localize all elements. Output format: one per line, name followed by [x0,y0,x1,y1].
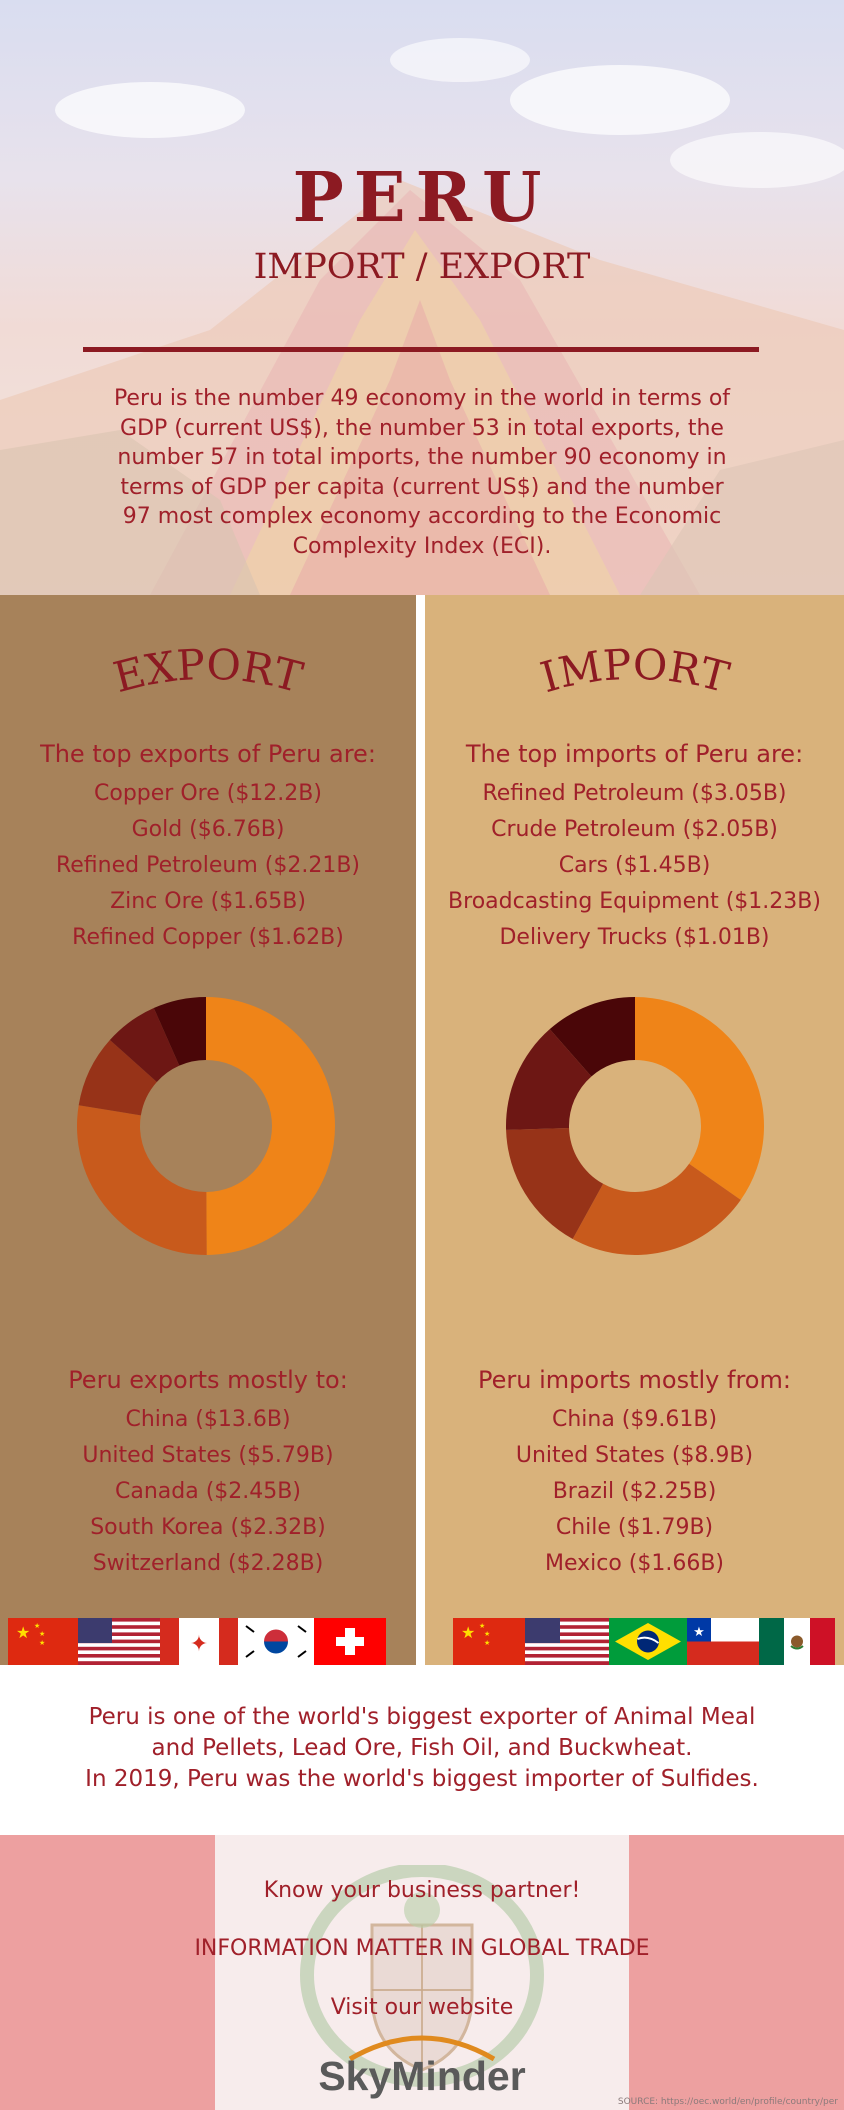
china-flag: ★ ★ ★ ★ [8,1618,78,1665]
list-item: China ($13.6B) [125,1407,291,1432]
summary-line: Peru is one of the world's biggest expor… [88,1704,756,1730]
flag-band-right [629,1835,844,2110]
donut-slice-gold [76,1105,207,1255]
svg-text:✦: ✦ [190,1632,208,1657]
mountain-background [0,38,844,595]
export-column: EXPORT The top exports of Peru are: Copp… [0,595,416,1665]
donut-slice-copper-ore [206,997,335,1255]
import-column: IMPORT The top imports of Peru are: Refi… [425,595,844,1665]
south-korea-flag [238,1618,314,1665]
china-flag: ★ ★ ★ ★ [453,1618,525,1665]
column-divider [416,595,425,1665]
brazil-flag [609,1618,687,1665]
donut-slice-refined-petroleum [635,997,764,1200]
svg-text:IMPORT: IMPORT [535,640,734,703]
list-item: Brazil ($2.25B) [552,1479,717,1504]
top-exports-heading: The top exports of Peru are: [40,740,376,768]
list-item: Broadcasting Equipment ($1.23B) [448,889,821,914]
website-link[interactable]: Visit our website [330,1995,514,2020]
list-item: Copper Ore ($12.2B) [94,781,322,806]
donut-slice-zinc-ore [109,1008,180,1082]
list-item: Mexico ($1.66B) [544,1551,725,1576]
donut-slice-broadcasting-equipment [506,1029,592,1130]
chile-flag: ★ [687,1618,759,1665]
list-item: Refined Copper ($1.62B) [72,925,344,950]
svg-text:★: ★ [484,1630,490,1638]
donut-slice-delivery-trucks [549,997,635,1077]
list-item: Delivery Trucks ($1.01B) [499,925,770,950]
list-item: Refined Petroleum ($2.21B) [55,853,361,878]
svg-text:EXPORT: EXPORT [109,640,308,703]
footer-tagline: Know your business partner! [263,1878,581,1903]
donut-slice-crude-petroleum [572,1163,741,1255]
donut-slice-refined-petroleum [78,1039,157,1116]
export-destinations-heading: Peru exports mostly to: [68,1366,348,1394]
list-item: Chile ($1.79B) [555,1515,714,1540]
import-title: IMPORT [535,640,734,703]
switzerland-flag [314,1618,386,1665]
united-states-flag [525,1618,609,1665]
list-item: Crude Petroleum ($2.05B) [491,817,778,842]
list-item: Zinc Ore ($1.65B) [110,889,306,914]
svg-text:★: ★ [16,1623,30,1642]
list-item: United States ($8.9B) [515,1443,754,1468]
export-donut-chart [76,997,335,1255]
svg-text:★: ★ [461,1623,475,1642]
coat-of-arms-emblem [300,1865,544,2087]
summary-line: In 2019, Peru was the world's biggest im… [85,1766,759,1792]
list-item: Switzerland ($2.28B) [92,1551,324,1576]
summary-line: and Pellets, Lead Ore, Fish Oil, and Buc… [151,1735,693,1761]
list-item: Gold ($6.76B) [131,817,285,842]
list-item: United States ($5.79B) [82,1443,334,1468]
top-imports-heading: The top imports of Peru are: [465,740,804,768]
list-item: Cars ($1.45B) [558,853,711,878]
footer-section: Know your business partner! INFORMATION … [0,1835,844,2110]
import-sources-list: China ($9.61B) United States ($8.9B) Bra… [425,1402,844,1582]
export-flags: ★ ★ ★ ★ ✦ [8,1618,386,1665]
svg-text:★: ★ [34,1622,40,1630]
summary-section: Peru is one of the world's biggest expor… [0,1665,844,1835]
donut-slice-cars [506,1128,604,1239]
footer-headline: INFORMATION MATTER IN GLOBAL TRADE [194,1936,650,1961]
united-states-flag [78,1618,160,1665]
top-exports-list: Copper Ore ($12.2B) Gold ($6.76B) Refine… [0,776,416,956]
import-flags: ★ ★ ★ ★ ★ [453,1618,835,1665]
svg-text:★: ★ [39,1630,45,1638]
export-destinations-list: China ($13.6B) United States ($5.79B) Ca… [0,1402,416,1582]
donut-slice-refined-copper [153,997,206,1066]
brand-arc-icon [348,2035,496,2061]
page-subtitle: IMPORT / EXPORT [253,247,591,287]
svg-text:★: ★ [479,1622,485,1630]
list-item: Refined Petroleum ($3.05B) [482,781,787,806]
top-imports-list: Refined Petroleum ($3.05B) Crude Petrole… [425,776,844,956]
divider [83,347,759,352]
source-text: SOURCE: https://oec.world/en/profile/cou… [617,2097,838,2107]
list-item: South Korea ($2.32B) [90,1515,326,1540]
import-donut-chart [506,997,764,1255]
export-title-text: EXPORT [109,640,308,703]
header-section: PERU IMPORT / EXPORT Peru is the number … [0,0,844,595]
page-title: PERU [292,158,552,238]
intro-paragraph: Peru is the number 49 economy in the wor… [113,386,731,559]
svg-text:★: ★ [484,1639,490,1647]
brand-logo[interactable]: SkyMinder [318,2053,526,2099]
import-title-text: IMPORT [535,640,734,703]
list-item: Canada ($2.45B) [115,1479,301,1504]
svg-text:★: ★ [39,1639,45,1647]
canada-flag: ✦ [160,1618,238,1665]
export-title: EXPORT [109,640,308,703]
flag-band-left [0,1835,215,2110]
list-item: China ($9.61B) [551,1407,718,1432]
import-sources-heading: Peru imports mostly from: [478,1366,791,1394]
svg-text:★: ★ [693,1625,705,1640]
mexico-flag [759,1618,835,1665]
